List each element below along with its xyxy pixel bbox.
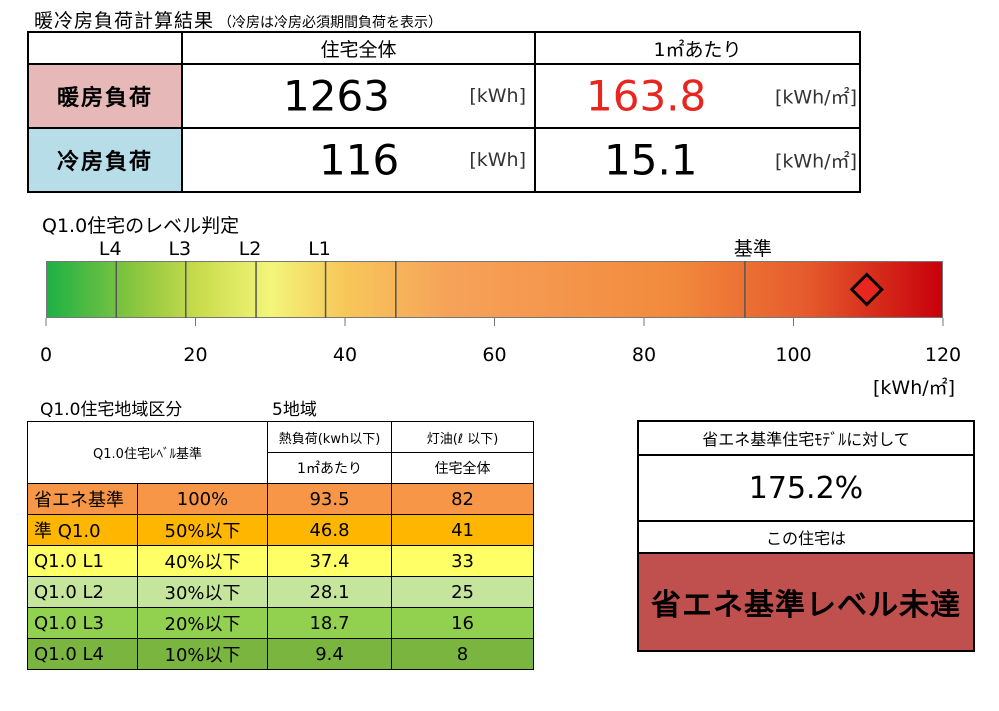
cooling-per-m2-cell: 15.1 [kWh/㎡] [534,127,861,193]
cooling-total-cell: 116 [kWh] [181,127,536,193]
heating-load-row: 暖房負荷 1263 [kWh] 163.8 [kWh/㎡] [27,63,861,129]
result-caption: 省エネ基準住宅ﾓﾃﾞﾙに対して [637,420,975,456]
x-tick-label: 0 [40,344,52,366]
zone-row-load: 46.8 [267,514,393,546]
heating-load-label: 暖房負荷 [27,63,183,129]
zone-row-label: 省エネ基準 [27,483,138,515]
zone-col-kerosene-sub: 住宅全体 [391,452,535,484]
zone-row-kerosene: 82 [391,483,535,515]
heating-total-unit: [kWh] [469,85,526,107]
heating-per-m2-cell: 163.8 [kWh/㎡] [534,63,861,129]
x-tick-label: 120 [925,344,961,366]
threshold-label: L3 [168,238,191,260]
cooling-per-m2-value: 15.1 [604,135,698,185]
zone-col-heat-load: 熱負荷(kwh以下) [267,421,393,453]
cooling-per-m2-unit: [kWh/㎡] [774,150,857,173]
heating-per-m2-unit: [kWh/㎡] [774,86,857,109]
load-summary-table: 住宅全体 1㎡あたり 暖房負荷 1263 [kWh] 163.8 [kWh/㎡]… [27,31,861,193]
zone-row-ratio: 10%以下 [136,638,269,670]
col-header-total: 住宅全体 [181,31,536,65]
title-text: 暖冷房負荷計算結果 [34,10,215,32]
zone-row-ratio: 40%以下 [136,545,269,577]
result-verdict: 省エネ基準レベル未達 [637,552,975,652]
zone-header-row-1: Q1.0住宅ﾚﾍﾞﾙ基準 熱負荷(kwh以下) 灯油(ℓ 以下) [26,421,535,484]
zone-row-label: Q1.0 L1 [27,545,138,577]
page-title: 暖冷房負荷計算結果 （冷房は冷房必須期間負荷を表示） [34,6,442,33]
zone-row-load: 28.1 [267,576,393,608]
zone-row: Q1.0 L2 30%以下 28.1 25 [27,576,535,608]
zone-col-standard: Q1.0住宅ﾚﾍﾞﾙ基準 [26,421,269,484]
zone-standard-table: Q1.0住宅ﾚﾍﾞﾙ基準 熱負荷(kwh以下) 灯油(ℓ 以下) 1㎡あたり 住… [26,421,535,670]
zone-row-load: 37.4 [267,545,393,577]
heating-per-m2-value: 163.8 [586,71,707,121]
zone-row: Q1.0 L4 10%以下 9.4 8 [27,638,535,670]
cooling-total-unit: [kWh] [469,149,526,171]
summary-corner-cell [27,31,183,65]
zone-row-kerosene: 41 [391,514,535,546]
zone-row-ratio: 30%以下 [136,576,269,608]
zone-row-ratio: 20%以下 [136,607,269,639]
result-box: 省エネ基準住宅ﾓﾃﾞﾙに対して 175.2% この住宅は 省エネ基準レベル未達 [637,420,975,652]
col-header-per-m2: 1㎡あたり [534,31,861,65]
zone-row: Q1.0 L3 20%以下 18.7 16 [27,607,535,639]
zone-col-kerosene: 灯油(ℓ 以下) [391,421,535,453]
zone-row-ratio: 100% [136,483,269,515]
title-note: （冷房は冷房必須期間負荷を表示） [218,15,443,31]
zone-row-load: 93.5 [267,483,393,515]
zone-row-kerosene: 25 [391,576,535,608]
level-gradient-bar [46,261,943,318]
zone-row-load: 18.7 [267,607,393,639]
zone-row-ratio: 50%以下 [136,514,269,546]
heating-total-value: 1263 [283,71,390,121]
threshold-label: L1 [308,238,331,260]
zone-row-kerosene: 8 [391,638,535,670]
zone-row: 準 Q1.0 50%以下 46.8 41 [27,514,535,546]
threshold-label: L2 [239,238,262,260]
x-tick-label: 100 [775,344,811,366]
zone-row-label: Q1.0 L3 [27,607,138,639]
threshold-label: L4 [99,238,122,260]
heating-total-cell: 1263 [kWh] [181,63,536,129]
zone-row-kerosene: 16 [391,607,535,639]
x-tick-label: 60 [482,344,506,366]
zone-row-label: 準 Q1.0 [27,514,138,546]
zone-row-label: Q1.0 L4 [27,638,138,670]
zone-row-kerosene: 33 [391,545,535,577]
zone-row-label: Q1.0 L2 [27,576,138,608]
cooling-load-row: 冷房負荷 116 [kWh] 15.1 [kWh/㎡] [27,127,861,193]
zone-title: Q1.0住宅地域区分 [40,400,183,420]
x-tick-label: 40 [333,344,357,366]
summary-header-row: 住宅全体 1㎡あたり [27,31,861,65]
x-tick-label: 80 [632,344,656,366]
zone-row-load: 9.4 [267,638,393,670]
zone-header-row-2: 1㎡あたり 住宅全体 [28,452,535,484]
x-axis-unit: [kWh/㎡] [873,377,956,399]
cooling-load-label: 冷房負荷 [27,127,183,193]
cooling-total-value: 116 [319,135,400,185]
result-percent: 175.2% [637,454,975,522]
zone-row: 省エネ基準 100% 93.5 82 [27,483,535,515]
x-tick-label: 20 [183,344,207,366]
zone-row: Q1.0 L1 40%以下 37.4 33 [27,545,535,577]
result-subcaption: この住宅は [637,520,975,554]
threshold-label: 基準 [734,238,772,260]
zone-col-heat-load-sub: 1㎡あたり [267,452,393,484]
zone-region: 5地域 [272,400,317,420]
level-chart-title: Q1.0住宅のレベル判定 [42,215,240,237]
